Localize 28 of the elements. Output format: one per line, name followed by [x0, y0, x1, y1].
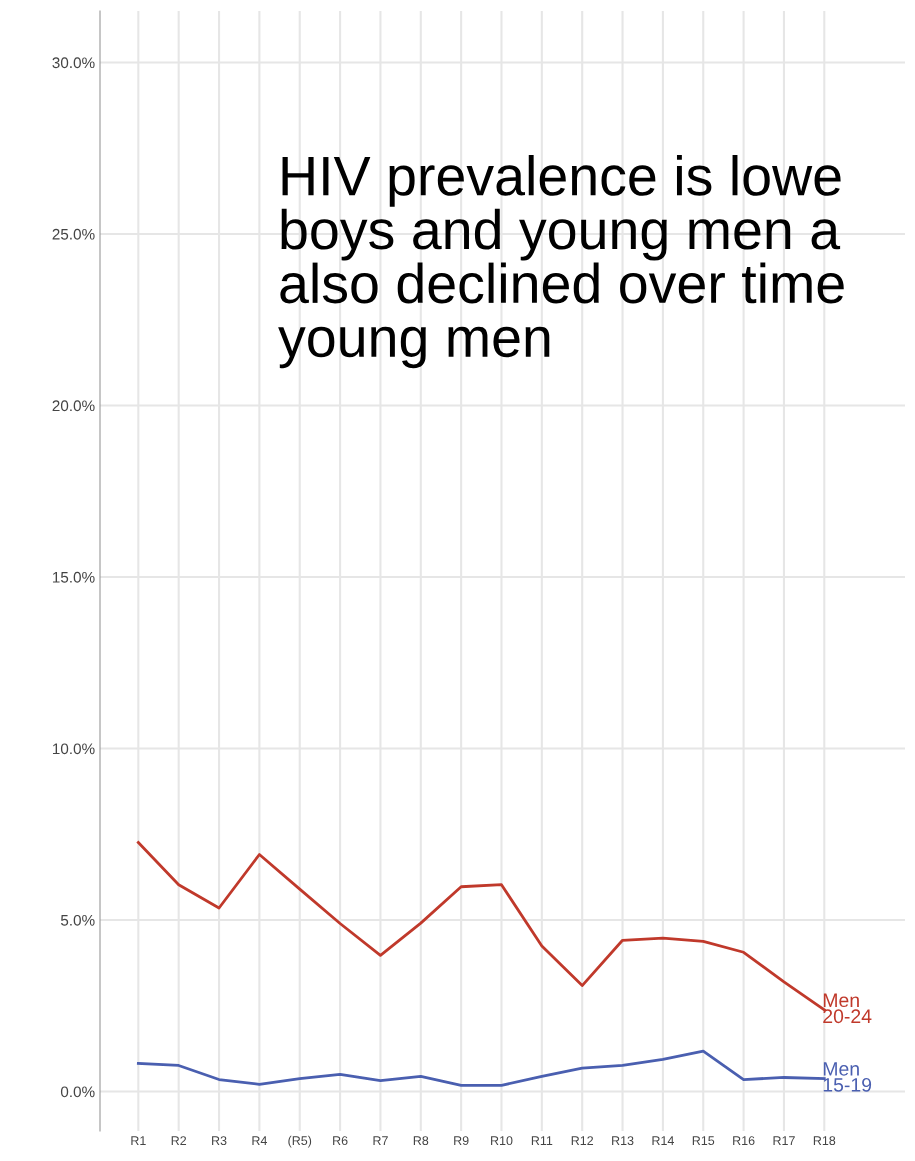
x-tick-label: R2	[171, 1136, 187, 1145]
x-tick-label: R6	[333, 1136, 348, 1146]
y-tick-label: 15.0%	[52, 571, 95, 583]
y-tick-label: 25.0%	[52, 228, 95, 240]
y-tick-label: 5.0%	[60, 914, 95, 926]
y-tick-label: 20.0%	[52, 400, 95, 412]
y-tick-label: 10.0%	[52, 743, 95, 755]
x-tick-label: R1	[131, 1136, 146, 1145]
x-tick-label: R14	[652, 1136, 674, 1145]
x-tick-label: R7	[373, 1136, 388, 1145]
series-label: Men 20-24	[823, 993, 872, 1024]
x-tick-label: R3	[212, 1136, 227, 1146]
y-tick-label: 0.0%	[60, 1086, 95, 1098]
x-tick-label: R13	[612, 1136, 634, 1146]
x-tick-label: R12	[571, 1136, 594, 1145]
annotation: HIV prevalence is lowe boys and young men a also declined over time young men	[278, 155, 844, 369]
x-tick-label: R17	[773, 1136, 795, 1145]
x-tick-label: R11	[531, 1136, 553, 1145]
x-tick-label: R10	[491, 1136, 513, 1146]
x-tick-label: R18	[813, 1136, 836, 1146]
x-tick-label: (R5)	[288, 1135, 312, 1148]
x-tick-label: R9	[454, 1136, 469, 1146]
x-tick-label: R8	[413, 1136, 429, 1146]
series-label: Men 15-19	[823, 1062, 872, 1092]
x-tick-label: R16	[733, 1136, 755, 1146]
x-tick-label: R4	[252, 1136, 268, 1145]
x-tick-label: R15	[692, 1136, 715, 1146]
y-tick-label: 30.0%	[52, 57, 95, 69]
